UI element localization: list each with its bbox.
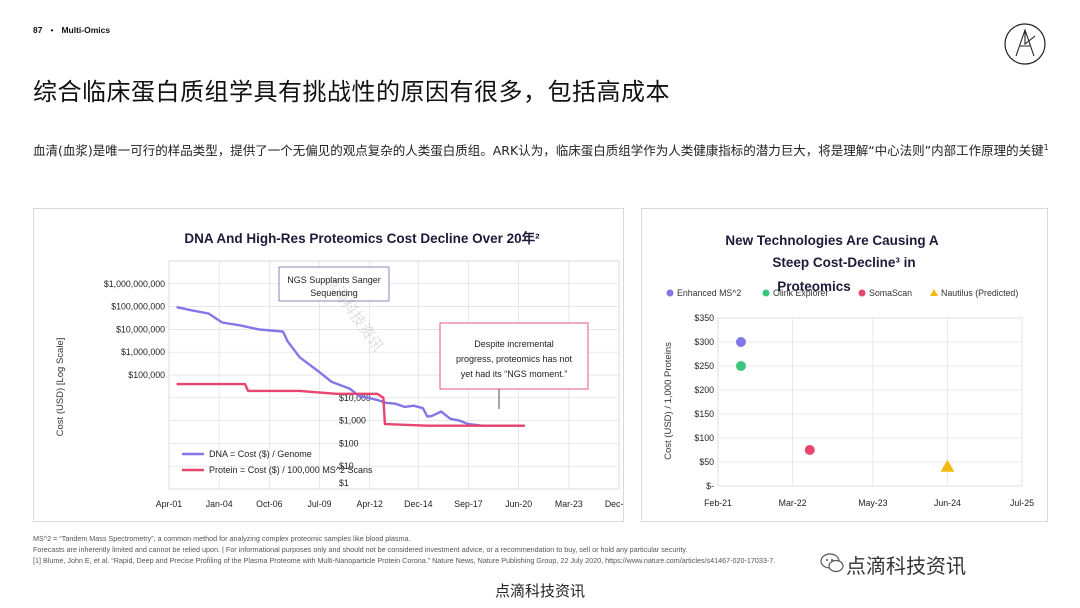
data-point bbox=[940, 459, 955, 472]
plot-grid bbox=[717, 317, 1023, 487]
annotation-proteomics-text: Despite incremental progress, proteomics … bbox=[456, 339, 573, 379]
dna-proteomics-chart-panel: DNA And High-Res Proteomics Cost Decline… bbox=[33, 208, 633, 522]
section-name: Multi-Omics bbox=[61, 25, 111, 35]
protein-cost-line bbox=[176, 382, 525, 427]
x-tick-label: Jun-24 bbox=[934, 498, 961, 508]
y-tick-label: $10 bbox=[339, 461, 354, 471]
plot-area bbox=[717, 317, 1023, 487]
dna-cost-line bbox=[176, 305, 525, 427]
x-tick-labels: Feb-21 Mar-22 May-23 Jun-24 Jul-25 bbox=[704, 498, 1034, 508]
page-title: 综合临床蛋白质组学具有挑战性的原因有很多，包括高成本 bbox=[33, 78, 670, 106]
header-separator: • bbox=[50, 25, 54, 35]
y-axis-label: Cost (USD) [Log Scale] bbox=[55, 338, 66, 437]
ark-logo-icon bbox=[1004, 23, 1046, 65]
x-tick-label: Dec-14 bbox=[404, 499, 432, 509]
annotation-line: yet had its “NGS moment.” bbox=[461, 369, 568, 379]
chart-legend: Enhanced MS^2 Olink Explorer SomaScan Nauti… bbox=[666, 288, 1018, 298]
legend-label: SomaScan bbox=[869, 288, 912, 298]
y-axis-label: Cost (USD) / 1,000 Proteins bbox=[663, 342, 674, 460]
intro-footnote-mark: 1 bbox=[1043, 143, 1049, 152]
y-tick-label: $- bbox=[706, 481, 714, 491]
y-tick-label: $100,000 bbox=[128, 370, 165, 380]
x-tick-label: Jul-09 bbox=[308, 499, 332, 509]
annotation-line: Despite incremental bbox=[474, 339, 554, 349]
legend-label: Enhanced MS^2 bbox=[677, 288, 741, 298]
y-tick-label: $10,000,000 bbox=[116, 324, 165, 334]
y-tick-label: $1,000 bbox=[339, 416, 366, 426]
annotation-line: NGS Supplants Sanger bbox=[287, 275, 381, 285]
chart-title-line: New Technologies Are Causing A bbox=[725, 233, 939, 248]
data-point bbox=[735, 361, 746, 371]
y-tick-label: $350 bbox=[694, 313, 714, 323]
x-tick-label: Sep-17 bbox=[454, 499, 482, 509]
footnote-reference: [1] Blume, John E, et al. “Rapid, Deep a… bbox=[33, 556, 776, 565]
footnote-ms2: MS^2 = “Tandem Mass Spectrometry”, a com… bbox=[33, 534, 411, 543]
page-credit: 点滴科技资讯 bbox=[494, 582, 585, 600]
series-lines bbox=[176, 305, 525, 427]
x-tick-label: Jan-04 bbox=[206, 499, 233, 509]
chart-title-line: Steep Cost-Decline³ in bbox=[772, 255, 915, 270]
data-point bbox=[804, 445, 815, 455]
new-tech-chart-panel: New Technologies Are Causing A Steep Cost… bbox=[641, 208, 1048, 522]
y-tick-labels: $350 $300 $250 $200 $150 $100 $50 $- bbox=[694, 313, 714, 491]
x-tick-label: Dec-25 bbox=[605, 499, 623, 509]
dna-proteomics-cost-chart: DNA And High-Res Proteomics Cost Decline… bbox=[55, 230, 633, 509]
y-tick-label: $1,000,000 bbox=[121, 347, 165, 357]
y-tick-label: $300 bbox=[694, 337, 714, 347]
new-tech-cost-chart: New Technologies Are Causing A Steep Cost… bbox=[663, 233, 1034, 508]
wechat-icon bbox=[820, 553, 844, 573]
y-tick-label: $50 bbox=[699, 457, 714, 467]
legend-marker bbox=[762, 289, 770, 297]
x-tick-label: Apr-01 bbox=[156, 499, 183, 509]
x-tick-label: Jul-25 bbox=[1010, 498, 1034, 508]
y-tick-label: $100 bbox=[694, 433, 714, 443]
legend-label: Protein = Cost ($) / 100,000 MS^2 Scans bbox=[209, 465, 373, 475]
intro-text: 血清(血浆)是唯一可行的样品类型，提供了一个无偏见的观点复杂的人类蛋白质组。AR… bbox=[33, 143, 1044, 159]
y-tick-label: $150 bbox=[694, 409, 714, 419]
legend-label: Nautilus (Predicted) bbox=[941, 288, 1018, 298]
data-point bbox=[735, 337, 746, 347]
y-tick-label: $250 bbox=[694, 361, 714, 371]
data-points bbox=[735, 337, 955, 472]
page-number: 87 bbox=[33, 25, 43, 35]
legend-marker bbox=[930, 289, 938, 296]
x-tick-label: Apr-12 bbox=[356, 499, 383, 509]
footnote-disclaimer: Forecasts are inherently limited and can… bbox=[33, 545, 688, 554]
x-tick-labels: Apr-01 Jan-04 Oct-06 Jul-09 Apr-12 Dec-14 Sep-… bbox=[156, 499, 633, 509]
x-tick-label: May-23 bbox=[858, 498, 887, 508]
x-tick-label: Mar-22 bbox=[779, 498, 807, 508]
y-tick-label: $100 bbox=[339, 438, 359, 448]
annotation-ngs: NGS Supplants Sanger Sequencing bbox=[278, 266, 390, 302]
brand-watermark: 点滴科技资讯 bbox=[846, 554, 966, 578]
y-tick-label: $100,000,000 bbox=[111, 302, 165, 312]
legend-label: DNA = Cost ($) / Genome bbox=[209, 449, 312, 459]
annotation-line: Sequencing bbox=[310, 288, 358, 298]
chart-title: DNA And High-Res Proteomics Cost Decline… bbox=[184, 230, 540, 246]
slide-header: 87 • Multi-Omics bbox=[33, 25, 110, 35]
annotation-line: progress, proteomics has not bbox=[456, 354, 573, 364]
y-tick-label: $1,000,000,000 bbox=[104, 279, 165, 289]
legend-marker bbox=[858, 289, 866, 297]
x-tick-label: Jun-20 bbox=[505, 499, 532, 509]
chart-legend: DNA = Cost ($) / Genome Protein = Cost ($… bbox=[182, 449, 373, 475]
legend-label: Olink Explorer bbox=[773, 288, 828, 298]
intro-paragraph: 血清(血浆)是唯一可行的样品类型，提供了一个无偏见的观点复杂的人类蛋白质组。AR… bbox=[33, 139, 1053, 159]
annotation-proteomics: Despite incremental progress, proteomics … bbox=[439, 322, 589, 409]
chart-title-line: Proteomics bbox=[777, 279, 851, 294]
y-tick-label: $10,000 bbox=[339, 393, 371, 403]
chart-title: New Technologies Are Causing A Steep Cost… bbox=[725, 233, 939, 294]
y-tick-label: $200 bbox=[694, 385, 714, 395]
x-tick-label: Oct-06 bbox=[256, 499, 283, 509]
x-tick-label: Feb-21 bbox=[704, 498, 732, 508]
x-tick-label: Mar-23 bbox=[555, 499, 583, 509]
y-tick-label: $1 bbox=[339, 478, 349, 488]
annotation-ngs-text: NGS Supplants Sanger Sequencing bbox=[287, 275, 381, 298]
legend-marker bbox=[666, 289, 674, 297]
y-tick-labels: $1,000,000,000 $100,000,000 $10,000,000 $1,… bbox=[104, 279, 371, 488]
